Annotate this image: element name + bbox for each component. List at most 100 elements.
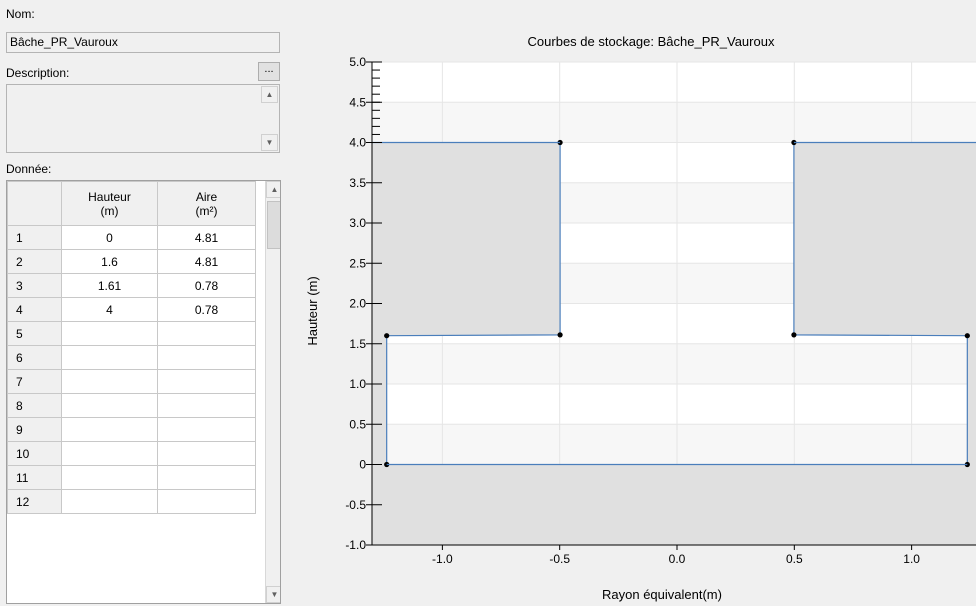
scroll-down-arrow-icon[interactable]: ▼ bbox=[261, 134, 278, 151]
series-line bbox=[386, 142, 561, 465]
y-tick-label: 4.0 bbox=[349, 136, 366, 150]
y-tick-label: 1.0 bbox=[349, 377, 366, 391]
row-header[interactable]: 5 bbox=[7, 321, 62, 346]
series-line bbox=[793, 142, 968, 465]
cell-aire[interactable] bbox=[157, 417, 256, 442]
description-edit-button[interactable]: ... bbox=[258, 62, 280, 81]
cell-aire[interactable]: 0.78 bbox=[157, 297, 256, 322]
cell-hauteur[interactable] bbox=[61, 441, 158, 466]
cell-aire[interactable]: 4.81 bbox=[157, 249, 256, 274]
grid-scrollbar-thumb[interactable] bbox=[267, 201, 280, 249]
x-tick-label: 0.5 bbox=[786, 552, 803, 566]
row-header[interactable]: 3 bbox=[7, 273, 62, 298]
cell-aire[interactable]: 4.81 bbox=[157, 225, 256, 250]
data-grid[interactable]: Hauteur (m) Aire (m²) 1 0 4.81 2 1.6 4.81 3 1.6… bbox=[6, 180, 281, 604]
cell-hauteur[interactable]: 1.61 bbox=[61, 273, 158, 298]
cell-aire[interactable] bbox=[157, 321, 256, 346]
data-point bbox=[557, 139, 563, 146]
table-row: 5 bbox=[7, 321, 256, 346]
scroll-down-arrow-icon[interactable]: ▼ bbox=[266, 586, 280, 603]
row-header[interactable]: 2 bbox=[7, 249, 62, 274]
cell-hauteur[interactable]: 4 bbox=[61, 297, 158, 322]
row-header[interactable]: 4 bbox=[7, 297, 62, 322]
cell-aire[interactable] bbox=[157, 369, 256, 394]
y-tick-label: 3.5 bbox=[349, 176, 366, 190]
cell-hauteur[interactable] bbox=[61, 393, 158, 418]
table-row: 2 1.6 4.81 bbox=[7, 249, 256, 274]
x-tick-label: 1.0 bbox=[903, 552, 920, 566]
grid-scrollbar[interactable]: ▲ ▼ bbox=[265, 181, 280, 603]
row-header[interactable]: 8 bbox=[7, 393, 62, 418]
data-label: Donnée: bbox=[6, 162, 52, 176]
row-header[interactable]: 10 bbox=[7, 441, 62, 466]
cell-aire[interactable]: 0.78 bbox=[157, 273, 256, 298]
cell-aire[interactable] bbox=[157, 489, 256, 514]
y-tick-label: 0 bbox=[359, 458, 366, 472]
y-tick-label: 0.5 bbox=[349, 417, 366, 431]
grid-header-row: Hauteur (m) Aire (m²) bbox=[7, 181, 256, 226]
cell-aire[interactable] bbox=[157, 345, 256, 370]
description-label: Description: bbox=[6, 66, 70, 80]
y-tick-label: 2.5 bbox=[349, 256, 366, 270]
cell-hauteur[interactable] bbox=[61, 465, 158, 490]
x-tick-label: -1.0 bbox=[432, 552, 453, 566]
plot-band bbox=[372, 343, 976, 384]
data-point bbox=[384, 333, 390, 339]
table-row: 12 bbox=[7, 489, 256, 514]
row-header[interactable]: 9 bbox=[7, 417, 62, 442]
cell-hauteur[interactable] bbox=[61, 321, 158, 346]
scroll-up-arrow-icon[interactable]: ▲ bbox=[266, 181, 280, 198]
chart-x-axis-label: Rayon équivalent(m) bbox=[602, 587, 722, 602]
table-row: 3 1.61 0.78 bbox=[7, 273, 256, 298]
table-row: 8 bbox=[7, 393, 256, 418]
cell-aire[interactable] bbox=[157, 441, 256, 466]
y-tick-label: 3.0 bbox=[349, 216, 366, 230]
y-tick-label: 1.5 bbox=[349, 337, 366, 351]
plot-band bbox=[372, 102, 976, 143]
y-tick-label: 5.0 bbox=[349, 55, 366, 69]
row-header[interactable]: 1 bbox=[7, 225, 62, 250]
cell-hauteur[interactable] bbox=[61, 417, 158, 442]
chart-y-axis-label: Hauteur (m) bbox=[305, 276, 320, 345]
description-textarea[interactable]: ▲ ▼ bbox=[6, 84, 280, 153]
y-tick-label: -1.0 bbox=[345, 538, 366, 552]
table-row: 4 4 0.78 bbox=[7, 297, 256, 322]
table-row: 1 0 4.81 bbox=[7, 225, 256, 250]
column-header-hauteur-unit: (m) bbox=[100, 203, 119, 218]
cell-hauteur[interactable] bbox=[61, 489, 158, 514]
y-tick-label: 2.0 bbox=[349, 297, 366, 311]
column-header-aire[interactable]: Aire (m²) bbox=[157, 181, 256, 226]
data-point bbox=[791, 139, 797, 146]
row-header[interactable]: 12 bbox=[7, 489, 62, 514]
plot-band bbox=[372, 424, 976, 465]
data-point bbox=[964, 461, 970, 468]
row-header[interactable]: 6 bbox=[7, 345, 62, 370]
column-header-hauteur[interactable]: Hauteur (m) bbox=[61, 181, 158, 226]
table-row: 9 bbox=[7, 417, 256, 442]
y-tick-label: -0.5 bbox=[345, 498, 366, 512]
cell-hauteur[interactable] bbox=[61, 369, 158, 394]
cell-hauteur[interactable] bbox=[61, 345, 158, 370]
cell-hauteur[interactable]: 1.6 bbox=[61, 249, 158, 274]
scroll-up-arrow-icon[interactable]: ▲ bbox=[261, 86, 278, 103]
grid-corner-cell bbox=[7, 181, 62, 226]
x-tick-label: 0.0 bbox=[669, 552, 686, 566]
row-header[interactable]: 11 bbox=[7, 465, 62, 490]
cell-hauteur[interactable]: 0 bbox=[61, 225, 158, 250]
column-header-hauteur-label: Hauteur bbox=[88, 189, 131, 204]
cell-aire[interactable] bbox=[157, 465, 256, 490]
column-header-aire-label: Aire bbox=[195, 189, 218, 204]
data-point bbox=[557, 332, 563, 338]
chart-title: Courbes de stockage: Bâche_PR_Vauroux bbox=[528, 34, 775, 49]
cell-aire[interactable] bbox=[157, 393, 256, 418]
row-header[interactable]: 7 bbox=[7, 369, 62, 394]
x-tick-label: -0.5 bbox=[549, 552, 570, 566]
data-point bbox=[964, 333, 970, 339]
table-row: 10 bbox=[7, 441, 256, 466]
table-row: 6 bbox=[7, 345, 256, 370]
y-tick-label: 4.5 bbox=[349, 95, 366, 109]
data-point bbox=[791, 332, 797, 338]
name-input[interactable]: Bâche_PR_Vauroux bbox=[6, 32, 280, 53]
outside-region bbox=[372, 142, 976, 545]
description-scrollbar[interactable]: ▲ ▼ bbox=[261, 86, 278, 151]
